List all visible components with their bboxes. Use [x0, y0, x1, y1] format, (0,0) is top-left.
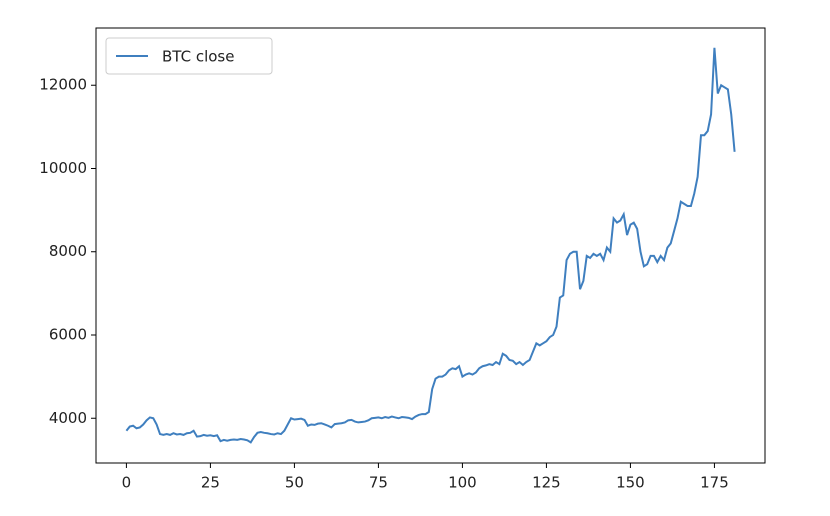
legend-label: BTC close	[162, 48, 234, 66]
x-tick-label: 175	[700, 474, 729, 492]
y-tick-label: 4000	[49, 409, 87, 427]
line	[125, 47, 736, 444]
x-tick-label: 100	[448, 474, 477, 492]
x-tick-label: 25	[201, 474, 220, 492]
legend-box	[105, 37, 273, 75]
y-tick-label: 6000	[49, 325, 87, 343]
x-tick-label: 75	[369, 474, 388, 492]
x-tick-label: 0	[122, 474, 132, 492]
plot-frame	[95, 27, 766, 464]
y-tick-label: 10000	[39, 159, 87, 177]
x-tick-label: 125	[532, 474, 561, 492]
x-tick-label: 150	[616, 474, 645, 492]
y-tick-label: 8000	[49, 242, 87, 260]
y-tick-label: 12000	[39, 76, 87, 94]
x-tick-label: 50	[285, 474, 304, 492]
